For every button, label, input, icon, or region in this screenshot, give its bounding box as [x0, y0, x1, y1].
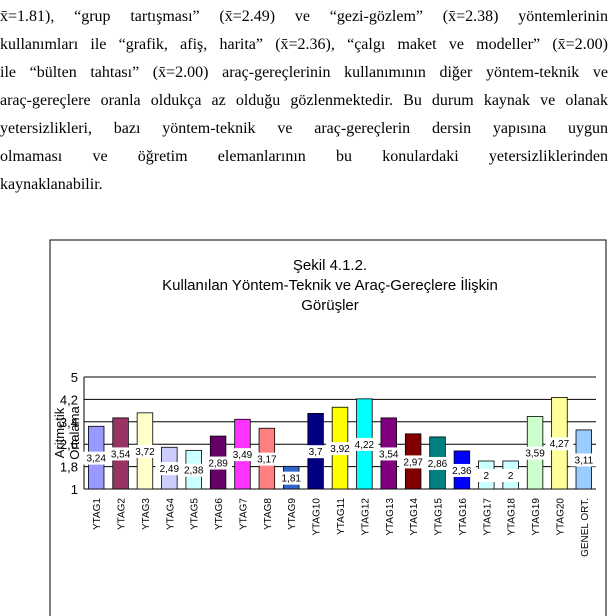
x-tick-label: YTAG20: [555, 498, 566, 536]
value-label: 2,86: [428, 459, 448, 470]
x-tick-label: YTAG18: [507, 498, 518, 536]
value-label: 4,22: [355, 440, 375, 451]
y-axis-label: Aritmetik: [52, 407, 67, 458]
value-label-bg: [569, 453, 598, 467]
chart-title: Şekil 4.1.2.: [293, 257, 367, 274]
value-label-bg: [204, 456, 233, 470]
x-tick-label: YTAG4: [165, 498, 176, 530]
value-label-bg: [350, 437, 379, 451]
y-axis-label: Ortalama: [67, 406, 82, 460]
x-tick-label: YTAG14: [409, 498, 420, 536]
x-tick-label: YTAG9: [287, 498, 298, 530]
value-label: 2,49: [160, 464, 180, 475]
x-tick-label: YTAG15: [434, 498, 445, 536]
y-tick-label: 1,8: [60, 460, 78, 475]
x-tick-label: YTAG2: [117, 498, 128, 530]
x-tick-label: YTAG12: [360, 498, 371, 536]
y-tick-label: 5: [71, 370, 78, 385]
value-label-bg: [252, 452, 281, 466]
x-tick-label: YTAG13: [385, 498, 396, 536]
value-label: 3,24: [86, 454, 106, 465]
text-line: yetersizlikleri, bazı yöntem-teknik ve a…: [0, 120, 608, 137]
value-label-bg: [179, 463, 208, 477]
value-label-bg: [399, 455, 428, 469]
value-label: 1,81: [282, 474, 302, 485]
y-tick-label: 4,2: [60, 392, 78, 407]
x-tick-label: YTAG6: [214, 498, 225, 530]
value-label-bg: [155, 462, 184, 476]
x-tick-label: YTAG19: [531, 498, 542, 536]
x-tick-label: YTAG11: [336, 498, 347, 535]
y-tick-label: 1: [71, 482, 78, 497]
value-label-bg: [374, 447, 403, 461]
value-label: 3,72: [135, 447, 155, 458]
value-label: 3,7: [309, 447, 323, 458]
value-label-bg: [545, 437, 574, 451]
chart-title: Kullanılan Yöntem-Teknik ve Araç-Gereçle…: [162, 276, 498, 294]
x-tick-label: YTAG5: [190, 498, 201, 530]
text-line: ile “bülten tahtası” (x̄=2.00) araç-gere…: [0, 64, 608, 81]
value-label: 2,36: [452, 466, 472, 477]
value-label-bg: [106, 447, 135, 461]
value-label-bg: [447, 463, 476, 477]
text-line: x̄=1.81), “grup tartışması” (x̄=2.49) ve…: [0, 8, 608, 25]
value-label: 3,11: [574, 455, 593, 466]
y-tick-label: 2,6: [60, 437, 78, 452]
value-label-bg: [130, 444, 159, 458]
value-label: 3,92: [330, 444, 350, 455]
value-label-bg: [301, 445, 330, 459]
chart-title: Görüşler: [301, 297, 359, 314]
value-label: 2: [508, 471, 514, 482]
text-line: kullanımları ile “grafik, afiş, harita” …: [0, 36, 608, 53]
value-label-bg: [521, 446, 550, 460]
value-label: 4,27: [550, 439, 570, 450]
y-tick-label: 3,4: [60, 415, 78, 430]
value-label: 3,59: [525, 449, 545, 460]
value-label-bg: [82, 451, 111, 465]
x-tick-label: GENEL ORT.: [580, 498, 591, 557]
value-label: 3,49: [233, 450, 253, 461]
x-tick-label: YTAG10: [312, 498, 323, 536]
text-line: araç-gereçlere oranla oldukça az olduğu …: [0, 92, 608, 109]
text-line: kaynaklanabilir.: [0, 176, 103, 193]
value-label-bg: [228, 448, 257, 462]
x-tick-label: YTAG7: [238, 498, 249, 530]
value-label-bg: [472, 469, 501, 482]
value-label: 2: [484, 471, 490, 482]
value-label: 2,89: [208, 459, 228, 470]
text-line: olmaması ve öğretim elemanlarının bu kon…: [0, 148, 608, 165]
value-label-bg: [277, 471, 306, 485]
value-label-bg: [423, 456, 452, 470]
x-tick-label: YTAG16: [458, 498, 469, 536]
x-tick-label: YTAG17: [482, 498, 493, 536]
value-label-bg: [326, 442, 354, 456]
x-tick-label: YTAG3: [141, 498, 152, 530]
value-label: 3,54: [111, 449, 131, 460]
value-label: 3,17: [257, 455, 277, 466]
value-label: 3,54: [379, 449, 399, 460]
value-label: 2,38: [184, 466, 204, 477]
x-tick-label: YTAG8: [263, 498, 274, 530]
x-tick-label: YTAG1: [92, 498, 103, 530]
value-label-bg: [496, 469, 525, 482]
value-label: 2,97: [403, 457, 423, 468]
